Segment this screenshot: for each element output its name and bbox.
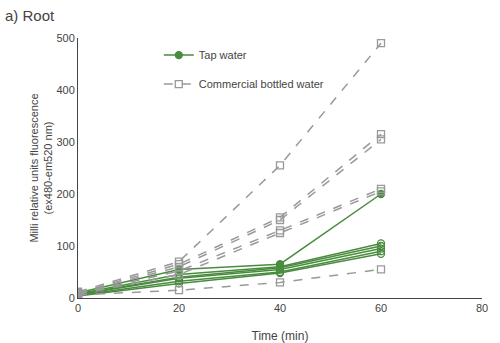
svg-text:100: 100 — [56, 240, 74, 252]
svg-text:Milli relative units fluoresce: Milli relative units fluorescence(ex480-… — [28, 93, 54, 242]
svg-text:200: 200 — [56, 188, 74, 200]
svg-text:0: 0 — [75, 302, 81, 314]
svg-text:60: 60 — [375, 302, 387, 314]
svg-text:80: 80 — [476, 302, 488, 314]
svg-text:500: 500 — [56, 32, 74, 44]
svg-text:40: 40 — [274, 302, 286, 314]
svg-text:Commercial bottled water: Commercial bottled water — [199, 78, 324, 90]
svg-text:400: 400 — [56, 84, 74, 96]
svg-text:20: 20 — [173, 302, 185, 314]
svg-text:0: 0 — [69, 292, 75, 304]
svg-text:Tap water: Tap water — [199, 49, 247, 61]
svg-text:a) Root: a) Root — [5, 7, 55, 24]
svg-text:Time (min): Time (min) — [252, 329, 309, 343]
svg-text:300: 300 — [56, 136, 74, 148]
